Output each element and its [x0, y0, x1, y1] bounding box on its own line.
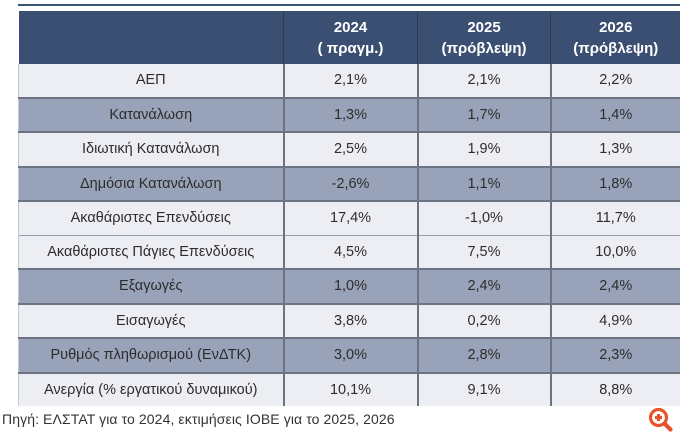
row-label: Εισαγωγές	[18, 302, 284, 338]
value-cell: 1,9%	[416, 131, 551, 167]
zoom-in-button[interactable]	[646, 405, 674, 433]
value-cell: 2,1%	[416, 64, 551, 98]
column-header-2026: 2026 (πρόβλεψη)	[550, 11, 680, 64]
row-label: Ιδιωτική Κατανάλωση	[18, 131, 284, 167]
value-cell: 7,5%	[416, 234, 551, 269]
value-cell: 8,8%	[549, 371, 680, 406]
source-caption: Πηγή: ΕΛΣΤΑΤ για το 2024, εκτιμήσεις ΙΟΒ…	[2, 411, 395, 427]
value-cell: 2,2%	[549, 64, 680, 98]
economic-indicators-table: 2024 ( πραγμ.) 2025 (πρόβλεψη) 2026 (πρό…	[18, 11, 680, 406]
corner-cell	[18, 11, 284, 64]
value-cell: 1,8%	[549, 165, 680, 201]
table-row: Ακαθάριστες Πάγιες Επενδύσεις 4,5% 7,5% …	[18, 234, 680, 269]
value-cell: 1,0%	[282, 268, 418, 304]
value-cell: 17,4%	[282, 200, 418, 235]
footer: Πηγή: ΕΛΣΤΑΤ για το 2024, εκτιμήσεις ΙΟΒ…	[2, 403, 676, 435]
zoom-in-magnifier-icon	[648, 407, 673, 432]
column-subtitle: (πρόβλεψη)	[441, 39, 527, 57]
value-cell: 2,3%	[549, 337, 680, 373]
value-cell: 2,1%	[282, 64, 418, 98]
column-header-2024: 2024 ( πραγμ.)	[283, 11, 418, 64]
table-row: ΑΕΠ 2,1% 2,1% 2,2%	[18, 64, 680, 98]
table-row: Εισαγωγές 3,8% 0,2% 4,9%	[18, 302, 680, 338]
value-cell: 4,5%	[282, 234, 418, 269]
row-label: Ακαθάριστες Πάγιες Επενδύσεις	[18, 234, 284, 269]
value-cell: 2,5%	[282, 131, 418, 167]
table-row: Δημόσια Κατανάλωση -2,6% 1,1% 1,8%	[18, 165, 680, 201]
column-subtitle: (πρόβλεψη)	[573, 39, 659, 57]
table-top-border	[18, 4, 680, 6]
table-row: Ακαθάριστες Επενδύσεις 17,4% -1,0% 11,7%	[18, 200, 680, 235]
value-cell: 11,7%	[549, 200, 680, 235]
column-year: 2026	[599, 18, 633, 36]
value-cell: 1,1%	[416, 165, 551, 201]
value-cell: -1,0%	[416, 200, 551, 235]
value-cell: 1,4%	[549, 96, 680, 132]
economic-indicators-table-wrap: 2024 ( πραγμ.) 2025 (πρόβλεψη) 2026 (πρό…	[18, 4, 680, 406]
header-row: 2024 ( πραγμ.) 2025 (πρόβλεψη) 2026 (πρό…	[18, 11, 680, 64]
row-label: ΑΕΠ	[18, 64, 284, 98]
value-cell: 2,4%	[416, 268, 551, 304]
row-label: Ρυθμός πληθωρισμού (ΕνΔΤΚ)	[18, 337, 284, 373]
table-row: Ρυθμός πληθωρισμού (ΕνΔΤΚ) 3,0% 2,8% 2,3…	[18, 337, 680, 373]
value-cell: 1,3%	[549, 131, 680, 167]
value-cell: 0,2%	[416, 302, 551, 338]
value-cell: 10,1%	[282, 371, 418, 406]
table-body: ΑΕΠ 2,1% 2,1% 2,2% Κατανάλωση 1,3% 1,7% …	[18, 64, 680, 406]
value-cell: 1,7%	[416, 96, 551, 132]
value-cell: 1,3%	[282, 96, 418, 132]
row-label: Δημόσια Κατανάλωση	[18, 165, 284, 201]
value-cell: 2,8%	[416, 337, 551, 373]
value-cell: 9,1%	[416, 371, 551, 406]
column-year: 2024	[333, 18, 368, 36]
table-row: Ιδιωτική Κατανάλωση 2,5% 1,9% 1,3%	[18, 131, 680, 167]
value-cell: 2,4%	[549, 268, 680, 304]
row-label: Κατανάλωση	[18, 96, 284, 132]
table-row: Ανεργία (% εργατικού δυναμικού) 10,1% 9,…	[18, 371, 680, 406]
table-row: Εξαγωγές 1,0% 2,4% 2,4%	[18, 268, 680, 304]
value-cell: 3,8%	[282, 302, 418, 338]
table-row: Κατανάλωση 1,3% 1,7% 1,4%	[18, 96, 680, 132]
value-cell: 10,0%	[549, 234, 680, 269]
row-label: Ακαθάριστες Επενδύσεις	[18, 200, 284, 235]
value-cell: 3,0%	[282, 337, 418, 373]
column-header-2025: 2025 (πρόβλεψη)	[417, 11, 551, 64]
column-subtitle: ( πραγμ.)	[317, 39, 384, 57]
value-cell: -2,6%	[282, 165, 418, 201]
value-cell: 4,9%	[549, 302, 680, 338]
row-label: Εξαγωγές	[18, 268, 284, 304]
row-label: Ανεργία (% εργατικού δυναμικού)	[18, 371, 284, 406]
table-header: 2024 ( πραγμ.) 2025 (πρόβλεψη) 2026 (πρό…	[18, 11, 680, 64]
column-year: 2025	[467, 18, 501, 36]
